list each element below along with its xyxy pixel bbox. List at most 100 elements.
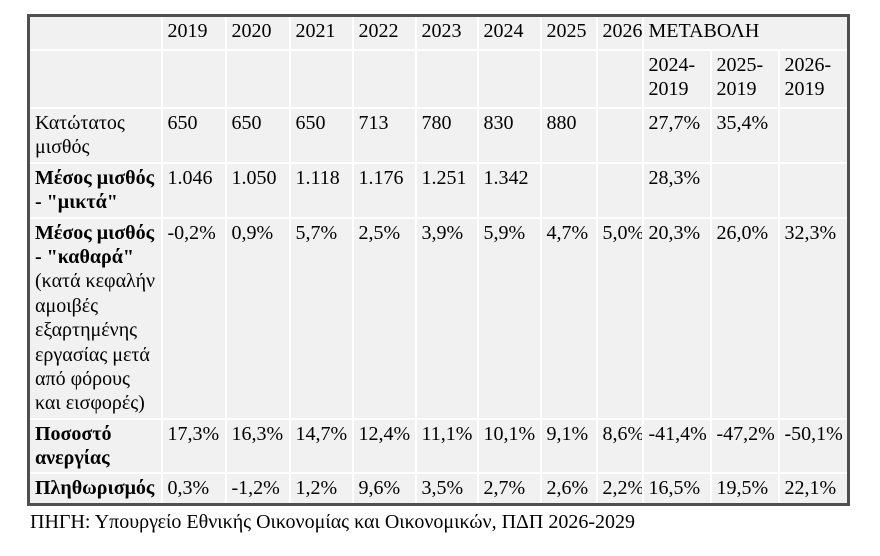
change-cell: 26,0% bbox=[709, 216, 780, 420]
value-cell: 1.118 bbox=[288, 161, 354, 219]
value-cell bbox=[539, 161, 598, 219]
row-label-text: Πληθωρισμός bbox=[35, 477, 155, 500]
page: 2019 2020 2021 2022 2023 2024 2025 2026 ΜΕΤΑΒΟΛΗ… bbox=[27, 14, 851, 533]
value-cell: 12,4% bbox=[351, 417, 417, 475]
row-label-note: (κατά κεφαλήν αμοιβές εξαρτημένης εργασί… bbox=[35, 270, 156, 415]
value-cell: 4,7% bbox=[539, 216, 598, 420]
change-cell: -41,4% bbox=[641, 417, 712, 475]
table-body: Κατώτατος μισθός 650 650 650 713 780 830 880 27,… bbox=[27, 107, 850, 506]
economic-indicators-table: 2019 2020 2021 2022 2023 2024 2025 2026 ΜΕΤΑΒΟΛΗ… bbox=[27, 14, 851, 506]
table-row: Μέσος μισθός - "μικτά" 1.046 1.050 1.118 1.1… bbox=[27, 161, 850, 219]
source-note: ΠΗΓΗ: Υπουργείο Εθνικής Οικονομίας και Ο… bbox=[30, 510, 635, 533]
value-cell: 830 bbox=[476, 107, 542, 164]
row-label-text: Μέσος μισθός - "καθαρά" bbox=[35, 221, 155, 268]
header-years-row: 2019 2020 2021 2022 2023 2024 2025 2026 ΜΕΤΑΒΟΛΗ bbox=[27, 14, 850, 51]
value-cell: 5,7% bbox=[288, 216, 354, 420]
table-header: 2019 2020 2021 2022 2023 2024 2025 2026 ΜΕΤΑΒΟΛΗ… bbox=[27, 14, 850, 109]
year-header-spacer bbox=[351, 49, 417, 109]
value-cell: 1.251 bbox=[414, 161, 479, 219]
value-cell: 650 bbox=[224, 107, 291, 164]
year-header-spacer bbox=[288, 49, 354, 109]
header-periods-row: 2024- 2019 2025- 2019 2026- 2019 bbox=[27, 49, 850, 109]
value-cell: 0,3% bbox=[160, 472, 227, 506]
value-cell: 780 bbox=[414, 107, 479, 164]
value-cell: 713 bbox=[351, 107, 417, 164]
value-cell: -0,2% bbox=[160, 216, 227, 420]
corner-cell-2 bbox=[27, 49, 163, 109]
row-label: Μέσος μισθός - "καθαρά" (κατά κεφαλήν αμ… bbox=[27, 216, 163, 420]
year-header-spacer bbox=[539, 49, 598, 109]
row-label: Μέσος μισθός - "μικτά" bbox=[27, 161, 163, 219]
value-cell: 17,3% bbox=[160, 417, 227, 475]
row-label-text: Κατώτατος μισθός bbox=[35, 112, 125, 159]
value-cell: 1.050 bbox=[224, 161, 291, 219]
value-cell: 650 bbox=[288, 107, 354, 164]
year-header-spacer bbox=[595, 49, 644, 109]
value-cell bbox=[595, 107, 644, 164]
value-cell bbox=[595, 161, 644, 219]
year-header-spacer bbox=[414, 49, 479, 109]
change-cell: 35,4% bbox=[709, 107, 780, 164]
value-cell: 14,7% bbox=[288, 417, 354, 475]
change-cell: 32,3% bbox=[777, 216, 850, 420]
value-cell: 5,0% bbox=[595, 216, 644, 420]
change-cell: 19,5% bbox=[709, 472, 780, 506]
change-period-header: 2026- 2019 bbox=[777, 49, 850, 109]
value-cell: 10,1% bbox=[476, 417, 542, 475]
value-cell: 8,6% bbox=[595, 417, 644, 475]
year-header: 2026 bbox=[595, 14, 644, 51]
value-cell: -1,2% bbox=[224, 472, 291, 506]
row-label-text: Μέσος μισθός - "μικτά" bbox=[35, 166, 155, 214]
change-cell: 28,3% bbox=[641, 161, 712, 219]
value-cell: 650 bbox=[160, 107, 227, 164]
value-cell: 9,6% bbox=[351, 472, 417, 506]
table-row: Μέσος μισθός - "καθαρά" (κατά κεφαλήν αμ… bbox=[27, 216, 850, 420]
change-cell bbox=[777, 107, 850, 164]
table-row: Πληθωρισμός 0,3% -1,2% 1,2% 9,6% 3,5% 2,7% 2,6%… bbox=[27, 472, 850, 506]
value-cell: 2,7% bbox=[476, 472, 542, 506]
change-cell: 16,5% bbox=[641, 472, 712, 506]
value-cell: 3,9% bbox=[414, 216, 479, 420]
year-header: 2020 bbox=[224, 14, 291, 51]
row-label: Ποσοστό ανεργίας bbox=[27, 417, 163, 475]
value-cell: 2,2% bbox=[595, 472, 644, 506]
change-cell: 20,3% bbox=[641, 216, 712, 420]
value-cell: 9,1% bbox=[539, 417, 598, 475]
change-cell: -47,2% bbox=[709, 417, 780, 475]
year-header: 2021 bbox=[288, 14, 354, 51]
year-header: 2025 bbox=[539, 14, 598, 51]
value-cell: 1.176 bbox=[351, 161, 417, 219]
year-header-spacer bbox=[224, 49, 291, 109]
change-cell bbox=[777, 161, 850, 219]
value-cell: 0,9% bbox=[224, 216, 291, 420]
value-cell: 2,6% bbox=[539, 472, 598, 506]
change-cell: 22,1% bbox=[777, 472, 850, 506]
row-label: Κατώτατος μισθός bbox=[27, 107, 163, 164]
year-header-spacer bbox=[476, 49, 542, 109]
value-cell: 3,5% bbox=[414, 472, 479, 506]
value-cell: 1,2% bbox=[288, 472, 354, 506]
year-header: 2019 bbox=[160, 14, 227, 51]
year-header: 2022 bbox=[351, 14, 417, 51]
row-label: Πληθωρισμός bbox=[27, 472, 163, 506]
change-cell: 27,7% bbox=[641, 107, 712, 164]
change-cell: -50,1% bbox=[777, 417, 850, 475]
row-label-text: Ποσοστό ανεργίας bbox=[35, 422, 112, 470]
value-cell: 1.046 bbox=[160, 161, 227, 219]
change-group-header: ΜΕΤΑΒΟΛΗ bbox=[641, 14, 850, 51]
year-header-spacer bbox=[160, 49, 227, 109]
table-row: Κατώτατος μισθός 650 650 650 713 780 830 880 27,… bbox=[27, 107, 850, 164]
value-cell: 16,3% bbox=[224, 417, 291, 475]
value-cell: 1.342 bbox=[476, 161, 542, 219]
year-header: 2023 bbox=[414, 14, 479, 51]
value-cell: 5,9% bbox=[476, 216, 542, 420]
year-header: 2024 bbox=[476, 14, 542, 51]
value-cell: 880 bbox=[539, 107, 598, 164]
change-period-header: 2024- 2019 bbox=[641, 49, 712, 109]
change-period-header: 2025- 2019 bbox=[709, 49, 780, 109]
change-cell bbox=[709, 161, 780, 219]
value-cell: 11,1% bbox=[414, 417, 479, 475]
table-row: Ποσοστό ανεργίας 17,3% 16,3% 14,7% 12,4% 11,1… bbox=[27, 417, 850, 475]
value-cell: 2,5% bbox=[351, 216, 417, 420]
corner-cell bbox=[27, 14, 163, 51]
